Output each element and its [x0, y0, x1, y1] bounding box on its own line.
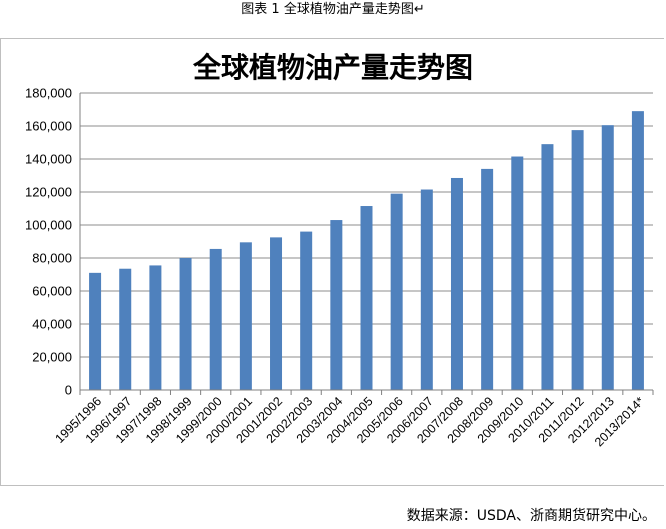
- y-tick-label: 60,000: [32, 284, 72, 299]
- bars: [89, 111, 644, 391]
- bar: [330, 220, 343, 390]
- y-tick-label: 0: [65, 383, 72, 398]
- bar: [300, 231, 313, 390]
- source-note: 数据来源：USDA、浙商期货研究中心。: [406, 508, 656, 524]
- bar: [149, 265, 162, 390]
- bar: [360, 206, 373, 390]
- chart-frame: [0, 38, 664, 486]
- bar: [179, 258, 192, 390]
- y-tick-label: 160,000: [25, 119, 72, 134]
- y-tick-labels: 0 20,000 40,000 60,000 80,000 100,000 120,000 1…: [25, 86, 72, 398]
- bar: [209, 248, 222, 390]
- y-tick-label: 140,000: [25, 152, 72, 167]
- bar: [541, 144, 554, 390]
- x-tick-labels: 1995/19961996/19971997/19981998/19991999…: [53, 394, 648, 449]
- y-tick-label: 100,000: [25, 218, 72, 233]
- bar: [481, 168, 494, 390]
- y-tick-label: 120,000: [25, 185, 72, 200]
- bar: [390, 193, 403, 390]
- bar: [420, 189, 433, 390]
- y-tick-label: 20,000: [32, 350, 72, 365]
- figure-caption: 图表 1 全球植物油产量走势图↵: [241, 2, 425, 17]
- y-tick-label: 80,000: [32, 251, 72, 266]
- y-tick-label: 180,000: [25, 86, 72, 101]
- bar: [89, 272, 102, 390]
- chart-title: 全球植物油产量走势图: [192, 51, 473, 84]
- bar: [631, 111, 644, 391]
- bar: [571, 130, 584, 390]
- axes: [79, 93, 654, 395]
- bar: [270, 237, 283, 390]
- bar: [239, 242, 252, 390]
- bar: [450, 177, 463, 390]
- bar: [119, 268, 132, 390]
- bar: [511, 156, 524, 390]
- bar: [601, 125, 614, 391]
- y-tick-label: 40,000: [32, 317, 72, 332]
